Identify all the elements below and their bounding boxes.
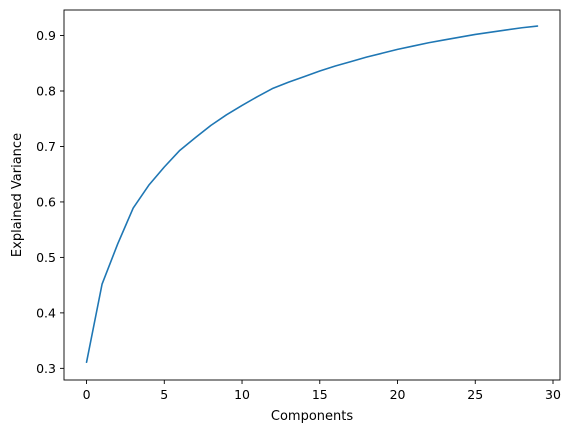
x-tick-label: 30 <box>545 387 561 402</box>
y-axis-label: Explained Variance <box>10 133 25 257</box>
x-tick-label: 15 <box>312 387 328 402</box>
y-tick-label: 0.8 <box>36 83 56 98</box>
y-tick-label: 0.7 <box>36 139 56 154</box>
x-tick-label: 20 <box>390 387 406 402</box>
plot-area <box>63 9 561 381</box>
x-axis-ticks: 0 5 10 15 20 25 30 <box>83 380 561 402</box>
y-tick-label: 0.3 <box>36 361 56 376</box>
series-line-0 <box>85 25 539 364</box>
x-axis-label: Components <box>271 409 353 424</box>
y-tick-label: 0.6 <box>36 194 56 209</box>
y-tick-label: 0.9 <box>36 28 56 43</box>
y-tick-label: 0.4 <box>36 305 56 320</box>
plot-frame <box>63 9 561 381</box>
y-axis-ticks: 0.3 0.4 0.5 0.6 0.7 0.8 0.9 <box>36 28 64 376</box>
x-tick-label: 0 <box>83 387 91 402</box>
x-tick-label: 25 <box>467 387 483 402</box>
x-tick-label: 5 <box>160 387 168 402</box>
y-tick-label: 0.5 <box>36 250 56 265</box>
x-tick-label: 10 <box>234 387 250 402</box>
